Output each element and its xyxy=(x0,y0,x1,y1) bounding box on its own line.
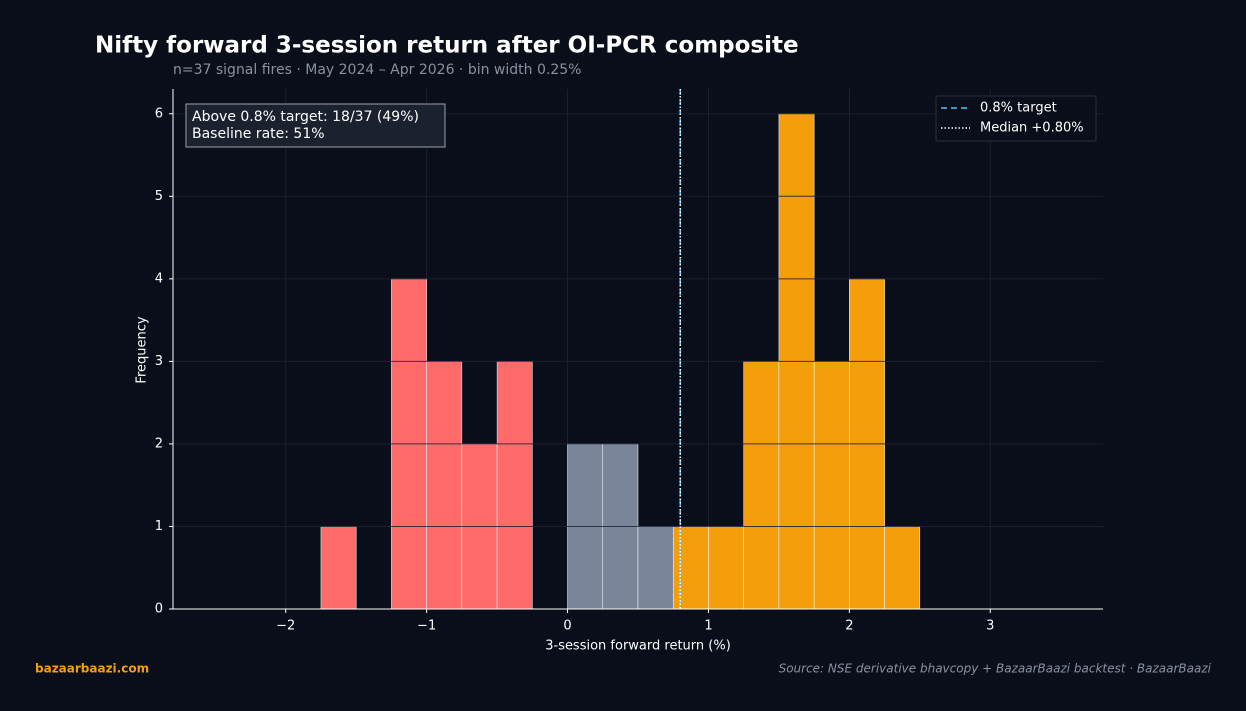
x-axis-label: 3-session forward return (%) xyxy=(545,639,731,654)
legend-label: Median +0.80% xyxy=(980,121,1084,136)
x-tick-label: −1 xyxy=(417,619,436,634)
bar xyxy=(743,361,780,610)
legend-box xyxy=(935,95,1097,142)
x-tick-label: 1 xyxy=(704,619,712,634)
bar xyxy=(672,526,709,610)
chart-title: Nifty forward 3-session return after OI-… xyxy=(95,33,799,59)
annotation: Baseline rate: 51% xyxy=(192,126,325,142)
y-tick-label: 2 xyxy=(155,436,163,451)
bar xyxy=(813,361,850,610)
y-tick-label: 5 xyxy=(155,189,163,204)
subtitle: n=37 signal fires · May 2024 – Apr 2026 … xyxy=(173,62,581,78)
x-tick-label: −2 xyxy=(276,619,295,634)
bar xyxy=(637,526,674,610)
y-tick-label: 1 xyxy=(155,519,163,534)
y-tick-label: 4 xyxy=(155,271,163,286)
bar xyxy=(884,526,921,610)
bar xyxy=(708,526,744,610)
y-tick-label: 3 xyxy=(155,354,163,369)
bar xyxy=(426,361,463,610)
bar xyxy=(496,361,533,610)
source: Source: NSE derivative bhavcopy + Bazaar… xyxy=(779,662,1212,676)
annotation: Above 0.8% target: 18/37 (49%) xyxy=(192,109,419,125)
x-tick-label: 0 xyxy=(563,619,571,634)
x-tick-label: 2 xyxy=(845,619,853,634)
legend-label: 0.8% target xyxy=(980,101,1057,116)
y-tick-label: 0 xyxy=(155,602,163,617)
annotation-box xyxy=(185,103,446,148)
x-tick-label: 3 xyxy=(986,619,994,634)
brand: bazaarbaazi.com xyxy=(35,662,149,676)
bar xyxy=(320,526,357,610)
y-axis-label: Frequency xyxy=(135,316,150,383)
y-tick-label: 6 xyxy=(155,106,163,121)
